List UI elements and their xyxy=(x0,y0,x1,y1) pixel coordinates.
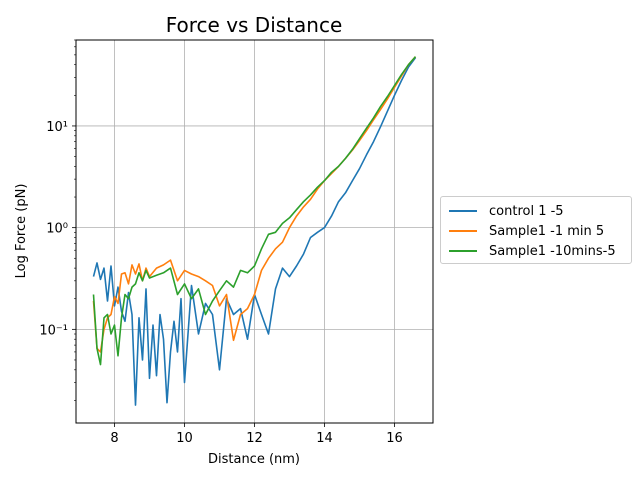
legend-swatch xyxy=(449,230,477,232)
x-tick-label: 10 xyxy=(176,431,193,446)
legend-label: Sample1 -1 min 5 xyxy=(489,223,605,239)
x-tick-label: 16 xyxy=(386,431,403,446)
y-tick-label: 10¹ xyxy=(46,120,68,135)
y-tick-label: 10⁻¹ xyxy=(39,323,68,338)
legend-item: Sample1 -1 min 5 xyxy=(449,221,604,241)
ticks: 8 10 12 14 16 10⁻¹ 10⁰ 10¹ xyxy=(39,39,403,446)
x-tick-label: 8 xyxy=(110,431,118,446)
legend-item: control 1 -5 xyxy=(449,201,564,221)
legend: control 1 -5 Sample1 -1 min 5 Sample1 -1… xyxy=(440,196,632,264)
legend-swatch xyxy=(449,250,477,252)
legend-label: control 1 -5 xyxy=(489,203,564,219)
x-tick-label: 14 xyxy=(316,431,333,446)
x-tick-label: 12 xyxy=(246,431,263,446)
chart-title: Force vs Distance xyxy=(166,13,343,37)
y-axis-label: Log Force (pN) xyxy=(14,184,29,279)
y-tick-label: 10⁰ xyxy=(46,222,68,237)
grid xyxy=(76,40,433,423)
series-layer xyxy=(92,56,417,406)
legend-item: Sample1 -10mins-5 xyxy=(449,241,616,261)
series-line xyxy=(92,56,417,366)
x-axis-label: Distance (nm) xyxy=(208,452,300,467)
legend-swatch xyxy=(449,210,477,212)
legend-label: Sample1 -10mins-5 xyxy=(489,243,616,259)
